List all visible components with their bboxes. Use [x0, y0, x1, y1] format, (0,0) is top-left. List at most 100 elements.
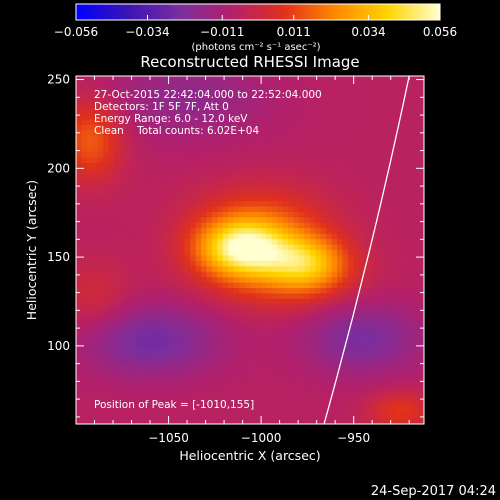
heatmap-cell — [124, 407, 131, 414]
heatmap-cell — [380, 152, 387, 158]
heatmap-cell — [413, 76, 419, 82]
heatmap-cell — [97, 277, 104, 284]
heatmap-cell — [114, 337, 120, 343]
heatmap-cell — [380, 375, 387, 381]
heatmap-cell — [288, 304, 294, 311]
heatmap-cell — [76, 358, 82, 365]
heatmap-cell — [353, 239, 360, 245]
heatmap-cell — [402, 326, 409, 332]
heatmap-cell — [103, 206, 110, 213]
heatmap-cell — [347, 184, 354, 191]
heatmap-cell — [146, 331, 153, 338]
heatmap-cell — [195, 293, 202, 300]
heatmap-cell — [250, 244, 256, 251]
heatmap-cell — [413, 391, 419, 398]
heatmap-cell — [179, 228, 186, 235]
heatmap-cell — [108, 124, 115, 131]
heatmap-cell — [369, 255, 376, 262]
heatmap-cell — [92, 380, 99, 387]
heatmap-cell — [168, 326, 175, 332]
heatmap-cell — [76, 81, 82, 88]
heatmap-cell — [337, 331, 343, 338]
heatmap-cell — [92, 320, 99, 327]
heatmap-cell — [130, 233, 137, 240]
heatmap-cell — [413, 119, 419, 126]
heatmap-cell — [135, 206, 142, 213]
heatmap-cell — [288, 233, 294, 240]
heatmap-cell — [124, 163, 131, 169]
heatmap-cell — [418, 114, 424, 120]
heatmap-cell — [195, 271, 202, 278]
heatmap-cell — [293, 342, 300, 349]
heatmap-cell — [342, 250, 349, 256]
heatmap-cell — [76, 190, 82, 197]
heatmap-cell — [114, 97, 120, 104]
y-tick-label: 250 — [47, 73, 70, 87]
heatmap-cell — [271, 380, 278, 387]
heatmap-cell — [130, 277, 137, 284]
heatmap-cell — [201, 195, 207, 202]
heatmap-cell — [364, 141, 371, 148]
heatmap-cell — [201, 184, 207, 191]
heatmap-cell — [244, 369, 251, 376]
heatmap-cell — [190, 173, 197, 180]
heatmap-cell — [130, 380, 137, 387]
heatmap-cell — [255, 255, 262, 262]
heatmap-cell — [342, 369, 349, 376]
heatmap-cell — [152, 271, 158, 278]
heatmap-cell — [146, 407, 153, 414]
heatmap-cell — [369, 92, 376, 99]
heatmap-cell — [244, 173, 251, 180]
heatmap-cell — [184, 135, 191, 142]
heatmap-cell — [103, 407, 110, 414]
heatmap-cell — [168, 86, 175, 93]
heatmap-cell — [81, 396, 88, 403]
heatmap-cell — [97, 385, 104, 392]
heatmap-cell — [135, 163, 142, 169]
heatmap-cell — [342, 358, 349, 365]
heatmap-cell — [358, 130, 365, 137]
heatmap-cell — [233, 337, 240, 343]
heatmap-cell — [326, 309, 332, 316]
heatmap-cell — [298, 239, 305, 245]
heatmap-cell — [130, 331, 137, 338]
heatmap-cell — [217, 413, 224, 419]
heatmap-cell — [195, 222, 202, 229]
heatmap-cell — [260, 255, 267, 262]
heatmap-cell — [396, 375, 403, 381]
heatmap-cell — [86, 347, 93, 354]
heatmap-cell — [206, 402, 213, 409]
heatmap-cell — [108, 168, 115, 175]
heatmap-cell — [135, 288, 142, 294]
heatmap-cell — [86, 97, 93, 104]
heatmap-cell — [97, 337, 104, 343]
heatmap-cell — [380, 288, 387, 294]
heatmap-cell — [364, 260, 371, 267]
heatmap-cell — [119, 244, 126, 251]
heatmap-cell — [364, 173, 371, 180]
heatmap-cell — [184, 179, 191, 186]
heatmap-cell — [86, 396, 93, 403]
heatmap-cell — [255, 97, 262, 104]
heatmap-cell — [141, 130, 148, 137]
heatmap-cell — [141, 298, 148, 305]
heatmap-cell — [108, 152, 115, 158]
heatmap-cell — [97, 135, 104, 142]
heatmap-cell — [418, 152, 424, 158]
heatmap-cell — [228, 97, 235, 104]
heatmap-cell — [92, 255, 99, 262]
heatmap-cell — [260, 190, 267, 197]
heatmap-cell — [228, 206, 235, 213]
heatmap-cell — [195, 141, 202, 148]
heatmap-cell — [173, 190, 180, 197]
heatmap-cell — [375, 233, 381, 240]
heatmap-cell — [250, 222, 256, 229]
heatmap-cell — [211, 337, 218, 343]
heatmap-cell — [277, 168, 284, 175]
heatmap-cell — [244, 315, 251, 322]
heatmap-cell — [293, 108, 300, 115]
heatmap-cell — [108, 293, 115, 300]
heatmap-cell — [108, 108, 115, 115]
heatmap-cell — [211, 298, 218, 305]
heatmap-cell — [228, 320, 235, 327]
